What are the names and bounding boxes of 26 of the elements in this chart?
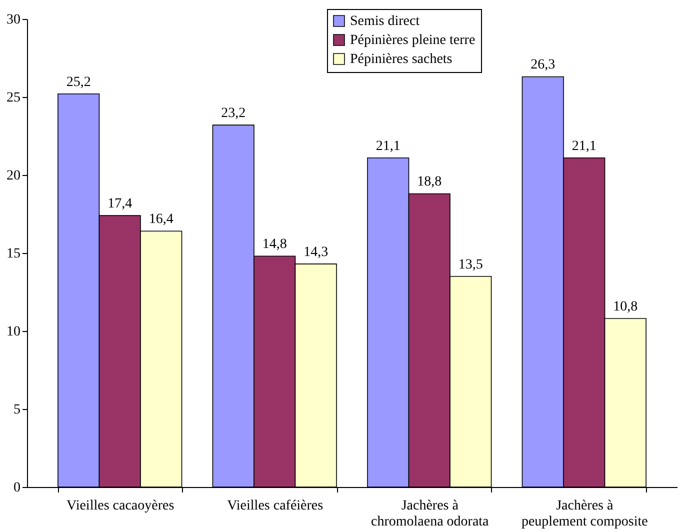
y-tick-label: 10 xyxy=(6,324,20,340)
data-label: 21,1 xyxy=(572,138,596,154)
data-label: 10,8 xyxy=(613,300,638,315)
y-tick-label: 30 xyxy=(6,12,20,28)
data-label: 26,3 xyxy=(530,58,556,73)
x-tick-label: Jachères à chromolaena odorata xyxy=(370,498,490,530)
y-tick-label: 20 xyxy=(6,168,20,184)
y-tick-label: 0 xyxy=(14,480,20,496)
x-tick-label: Vieilles caféières xyxy=(227,498,324,514)
legend-label: Pépinières pleine terre xyxy=(350,33,476,48)
data-label: 23,2 xyxy=(221,106,246,122)
y-tick-label: 5 xyxy=(14,402,20,418)
data-label: 14,8 xyxy=(262,237,287,252)
x-tick-label: Vieilles cacaoyères xyxy=(66,498,174,514)
x-tick-label: Jachères à peuplement composite xyxy=(521,498,648,530)
legend-label: Semis direct xyxy=(350,14,420,29)
data-label: 21,1 xyxy=(376,138,400,154)
data-label: 16,4 xyxy=(148,212,174,228)
y-tick-label: 25 xyxy=(6,90,20,106)
legend-label: Pépinières sachets xyxy=(350,52,452,67)
data-label: 17,4 xyxy=(108,196,132,212)
data-label: 13,5 xyxy=(458,257,483,272)
data-label: 25,2 xyxy=(66,74,91,90)
data-label: 18,8 xyxy=(417,174,442,190)
y-tick-label: 15 xyxy=(6,246,20,262)
data-label: 14,3 xyxy=(304,244,328,260)
